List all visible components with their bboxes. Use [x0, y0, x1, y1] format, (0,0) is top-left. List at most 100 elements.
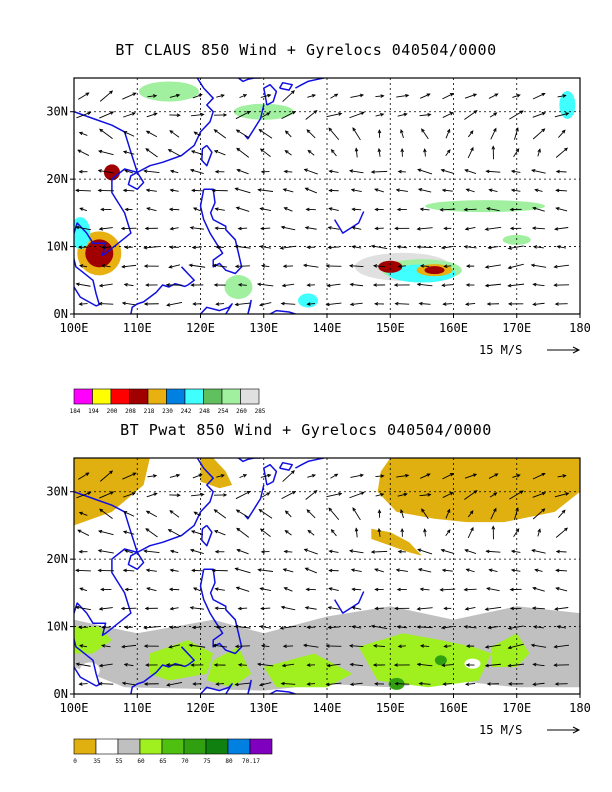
wind-vector-arrow	[327, 226, 340, 230]
map1-plot-area	[74, 78, 580, 314]
wind-vector-arrow	[235, 491, 251, 500]
wind-vector-arrow	[168, 587, 180, 592]
wind-vector-arrow	[370, 550, 388, 554]
wind-vector-arrow	[143, 549, 160, 553]
wind-vector-arrow	[166, 681, 183, 687]
coastline	[74, 110, 139, 307]
wind-vector-arrow	[465, 264, 475, 268]
wind-vector-arrow	[557, 474, 567, 478]
wind-vector-arrow	[189, 168, 204, 175]
wind-vector-arrow	[306, 245, 316, 250]
wind-vector-arrow	[260, 226, 271, 231]
wind-vector-arrow	[396, 93, 410, 98]
wind-vector-arrow	[485, 169, 501, 174]
wind-vector-arrow	[553, 644, 569, 649]
wind-vector-arrow	[99, 508, 113, 520]
wind-vector-arrow	[553, 264, 569, 269]
wind-vector-arrow	[484, 663, 501, 668]
wind-vector-arrow	[190, 150, 203, 156]
colorbar-label: 254	[218, 408, 229, 415]
wind-vector-arrow	[78, 682, 88, 686]
wind-vector-arrow	[555, 188, 568, 193]
wind-vector-arrow	[145, 663, 158, 667]
coastline	[295, 458, 324, 469]
coastline	[136, 458, 214, 554]
colorbar-swatch	[73, 738, 97, 755]
wind-vector-arrow	[260, 550, 270, 554]
wind-vector-arrow	[169, 473, 181, 478]
wind-vector-arrow	[305, 110, 318, 120]
wind-vector-arrow	[284, 130, 292, 138]
wind-vector-arrow	[328, 169, 339, 174]
wind-vector-arrow	[123, 112, 136, 118]
wind-vector-arrow	[349, 169, 364, 174]
wind-vector-arrow	[234, 624, 251, 629]
wind-vector-arrow	[168, 264, 180, 269]
wind-vector-arrow	[169, 493, 181, 498]
wind-vector-arrow	[325, 682, 342, 687]
wind-vector-arrow	[416, 227, 433, 231]
wind-vector-arrow	[99, 90, 114, 102]
wind-vector-arrow	[143, 302, 159, 306]
wind-vector-arrow	[489, 112, 498, 118]
wind-vector-arrow	[304, 187, 318, 194]
wind-vector-arrow	[416, 245, 433, 249]
wind-vector-arrow	[351, 625, 362, 629]
wind-vector-arrow	[442, 93, 455, 100]
wind-vector-arrow	[327, 245, 340, 250]
wind-vector-arrow	[190, 530, 203, 536]
wind-vector-arrow	[121, 681, 136, 686]
wind-vector-arrow	[303, 643, 319, 648]
coastline	[199, 303, 233, 314]
lon-tick-label: 160E	[439, 701, 468, 715]
wind-vector-arrow	[421, 128, 429, 140]
wind-vector-arrow	[101, 245, 111, 250]
wind-vector-arrow	[421, 508, 429, 520]
wind-vector-arrow	[419, 112, 432, 117]
wind-vector-arrow	[325, 644, 342, 648]
wind-vector-arrow	[554, 682, 568, 686]
wind-vector-arrow	[553, 283, 570, 287]
wind-vector-arrow	[192, 473, 203, 479]
wind-vector-arrow	[282, 264, 294, 269]
wind-vector-arrow	[531, 606, 545, 610]
wind-vector-arrow	[256, 282, 274, 287]
lat-tick-label: 0N	[54, 687, 68, 701]
wind-vector-arrow	[306, 663, 315, 667]
wind-vector-arrow	[281, 283, 295, 288]
wind-vector-arrow	[510, 169, 521, 174]
wind-vector-arrow	[507, 643, 524, 650]
wind-vector-arrow	[509, 490, 524, 500]
wind-vector-arrow	[441, 568, 453, 573]
wind-vector-arrow	[487, 245, 499, 250]
wind-vector-arrow	[258, 302, 272, 307]
colorbar-swatch	[183, 738, 207, 755]
wind-vector-arrow	[349, 111, 365, 119]
wind-vector-arrow	[372, 663, 386, 667]
wind-vector-arrow	[507, 663, 525, 668]
wind-vector-arrow	[121, 301, 136, 306]
wind-vector-arrow	[351, 207, 362, 212]
wind-vector-arrow	[214, 226, 225, 230]
colorbar-label: 55	[115, 758, 123, 765]
wind-vector-arrow	[372, 283, 386, 287]
coastline	[201, 144, 213, 167]
wind-vector-arrow	[555, 527, 568, 538]
wind-vector-arrow	[192, 587, 201, 592]
wind-vector-arrow	[394, 301, 410, 306]
wind-vector-arrow	[557, 94, 567, 98]
pwat-region	[358, 633, 492, 688]
colorbar-label: 242	[181, 408, 192, 415]
wind-vector-arrow	[235, 509, 250, 519]
wind-vector-arrow	[349, 549, 364, 554]
colorbar-swatch	[73, 388, 93, 405]
wind-vector-arrow	[532, 128, 546, 140]
wind-vector-arrow	[372, 644, 385, 648]
wind-vector-arrow	[507, 283, 525, 288]
wind-vector-arrow	[120, 226, 137, 231]
wind-vector-arrow	[234, 567, 251, 574]
wind-vector-arrow	[374, 207, 384, 212]
wind-vector-arrow	[78, 511, 88, 516]
wind-vector-arrow	[440, 245, 454, 250]
